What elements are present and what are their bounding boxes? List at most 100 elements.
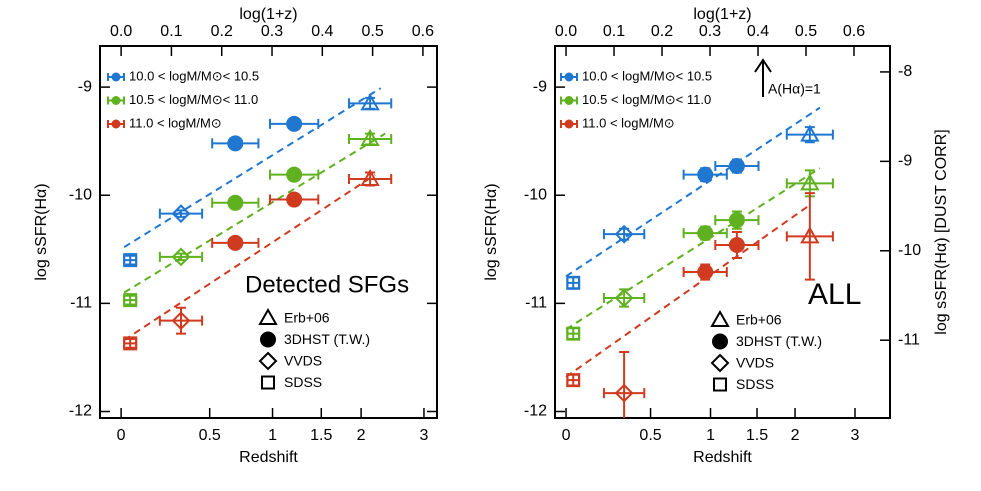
y-error-bar xyxy=(804,192,815,281)
marker-diamond xyxy=(614,288,634,308)
x2-tick-label: 0.1 xyxy=(160,23,182,40)
x2-tick-label: 0.2 xyxy=(211,23,233,40)
marker-triangle xyxy=(800,226,820,244)
y-tick-label: -11 xyxy=(525,295,547,312)
marker-square xyxy=(123,336,138,351)
marker-circle xyxy=(697,264,714,281)
legend-symbol xyxy=(260,331,276,348)
fit-line xyxy=(123,173,376,341)
legend-marker xyxy=(564,72,574,82)
marker-triangle xyxy=(360,168,380,187)
marker-square xyxy=(123,293,138,308)
marker-circle xyxy=(227,234,244,251)
x-tick-label: 1.5 xyxy=(746,427,768,444)
marker-square xyxy=(566,373,581,388)
y2-tick-label: -9 xyxy=(898,153,912,170)
marker-triangle xyxy=(360,128,380,146)
y2-axis-label: log sSFR(Hα) [DUST CORR] xyxy=(933,129,950,334)
legend-label: 11.0 < logM/M⊙ xyxy=(129,115,222,130)
marker-circle xyxy=(286,166,303,183)
marker-square xyxy=(566,326,581,341)
legend-label: 10.0 < logM/M⊙< 10.5 xyxy=(582,68,712,83)
marker-triangle xyxy=(800,173,820,191)
marker-diamond xyxy=(171,204,191,224)
marker-circle xyxy=(697,225,714,242)
y-error-bar xyxy=(175,209,186,218)
fit-line xyxy=(565,204,811,378)
marker-circle xyxy=(728,212,745,229)
x2-tick-label: 0.5 xyxy=(361,23,383,40)
fit-line xyxy=(565,106,821,278)
fit-line xyxy=(565,167,821,331)
legend-marker xyxy=(564,96,574,105)
x2-tick-label: 0.2 xyxy=(651,23,673,40)
legend-label: 10.0 < logM/M⊙< 10.5 xyxy=(129,68,259,83)
legend-label: VVDS xyxy=(284,353,322,369)
marker-circle xyxy=(286,115,303,132)
y-error-bar xyxy=(619,351,630,418)
x2-tick-label: 0.6 xyxy=(412,23,434,40)
x2-tick-label: 0.0 xyxy=(110,23,132,40)
legend-label: Erb+06 xyxy=(736,312,782,328)
x2-tick-label: 0.0 xyxy=(555,23,577,40)
y-tick-label: -10 xyxy=(524,186,547,203)
x-tick-label: 3 xyxy=(851,427,860,444)
x2-axis-label: log(1+z) xyxy=(693,6,751,23)
annotation: Detected SFGs xyxy=(245,271,409,298)
y2-tick-label: -8 xyxy=(898,63,912,80)
x-tick-label: 1 xyxy=(706,427,715,444)
x2-tick-label: 0.1 xyxy=(603,23,625,40)
marker-circle xyxy=(697,166,714,183)
y-tick-label: -9 xyxy=(78,78,92,95)
legend-symbol xyxy=(258,307,278,325)
marker-circle xyxy=(728,158,745,175)
marker-circle xyxy=(227,135,244,152)
y-error-bar xyxy=(125,254,136,266)
legend-symbol xyxy=(710,353,730,373)
y-tick-label: -11 xyxy=(70,295,92,312)
plot-frame xyxy=(554,45,891,419)
x-tick-label: 2 xyxy=(357,427,366,444)
x-tick-label: 0.5 xyxy=(639,427,661,444)
legend-label: Erb+06 xyxy=(284,310,330,326)
y-error-bar xyxy=(125,338,136,349)
plot-area xyxy=(565,106,834,418)
legend-label: 3DHST (T.W.) xyxy=(284,331,370,347)
legend-marker xyxy=(564,119,574,129)
y-error-bar xyxy=(175,252,186,262)
marker-circle xyxy=(286,191,303,208)
x2-tick-label: 0.4 xyxy=(747,23,769,40)
y2-tick-label: -10 xyxy=(898,242,921,259)
x-tick-label: 1.5 xyxy=(310,427,332,444)
y-tick-label: -9 xyxy=(533,78,547,95)
y-tick-label: -10 xyxy=(69,186,92,203)
marker-square xyxy=(123,253,138,268)
y-axis-label: log sSFR(Hα) xyxy=(483,183,500,280)
legend-label: SDSS xyxy=(736,376,774,392)
legend-marker xyxy=(111,119,121,129)
y2-tick-label: -11 xyxy=(898,331,920,348)
arrow-label: A(Hα)=1 xyxy=(768,81,821,97)
x-tick-label: 1 xyxy=(268,427,277,444)
marker-diamond xyxy=(614,383,634,403)
marker-diamond xyxy=(171,311,191,331)
fit-line xyxy=(123,132,386,294)
legend-label: 11.0 < logM/M⊙ xyxy=(582,115,675,130)
x2-tick-label: 0.4 xyxy=(311,23,333,40)
x2-tick-label: 0.3 xyxy=(699,23,721,40)
y-tick-label: -12 xyxy=(524,403,547,420)
legend-symbol xyxy=(710,309,730,327)
x-tick-label: 0.5 xyxy=(199,427,221,444)
y-tick-label: -12 xyxy=(69,403,92,420)
legend-symbol xyxy=(712,333,728,350)
legend-label: 10.5 < logM/M⊙< 11.0 xyxy=(582,92,711,107)
y-axis-label: log sSFR(Hα) xyxy=(33,183,50,280)
legend-label: SDSS xyxy=(284,374,322,390)
x-tick-label: 0 xyxy=(117,427,126,444)
marker-triangle xyxy=(360,93,380,111)
legend-symbol xyxy=(713,377,727,392)
plot-frame xyxy=(99,45,438,419)
x-tick-label: 3 xyxy=(419,427,428,444)
legend-symbol xyxy=(258,351,278,371)
